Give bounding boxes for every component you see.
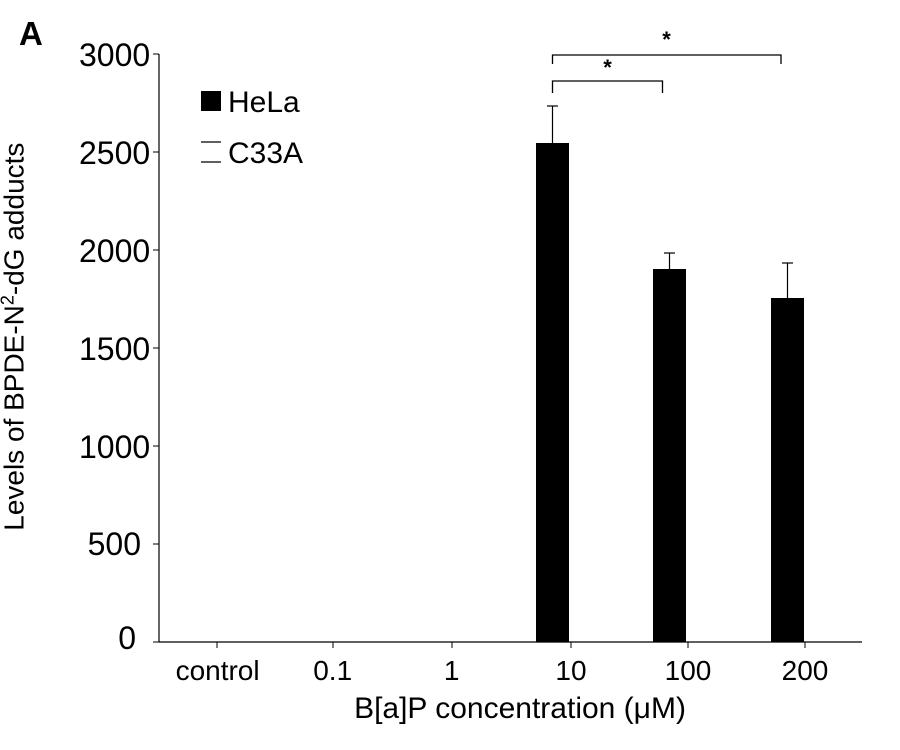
svg-text:*: * — [603, 55, 612, 80]
svg-text:*: * — [662, 27, 671, 52]
svg-text:A: A — [19, 15, 43, 52]
